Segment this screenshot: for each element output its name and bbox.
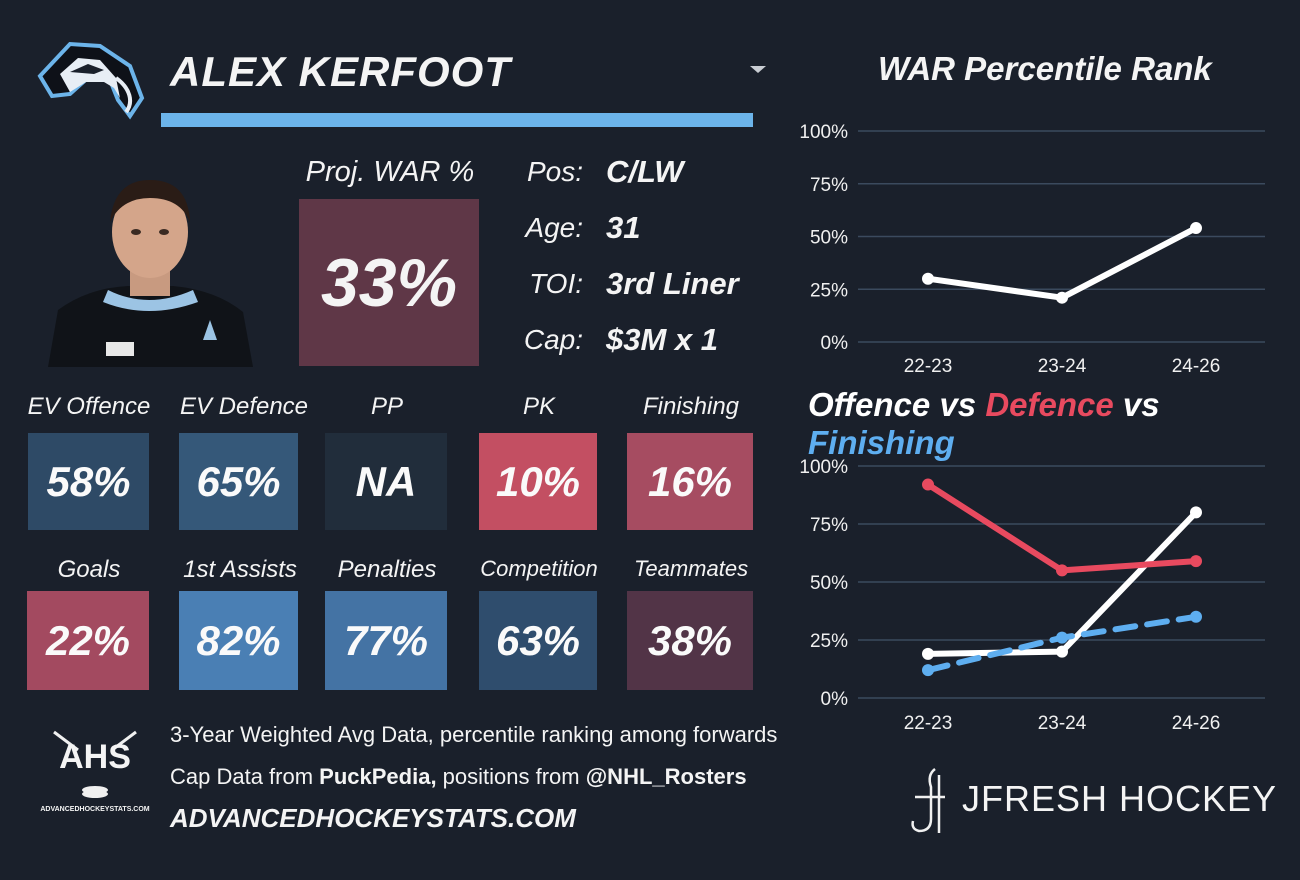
stat-label-goals: Goals (57, 556, 121, 583)
footer-line2-mid: positions from (436, 764, 586, 789)
jfresh-hockey-brand: JFRESH HOCKEY (962, 778, 1278, 819)
data-point-offence (922, 647, 934, 660)
data-point-defence (922, 478, 934, 491)
y-tick-label: 25% (810, 631, 848, 652)
age-label: Age: (525, 212, 583, 243)
y-tick-label: 100% (799, 457, 848, 478)
stat-box-competition: 63% (479, 591, 597, 690)
data-point-finishing (922, 664, 934, 677)
footer-line1: 3-Year Weighted Avg Data, percentile ran… (170, 722, 778, 747)
stat-box-pk: 10% (479, 433, 597, 530)
footer-line2-prefix: Cap Data from (170, 764, 320, 789)
team-logo-icon (37, 41, 145, 120)
y-tick-label: 0% (821, 689, 849, 710)
ahs-logo-text: AHS (59, 738, 131, 776)
war-chart-title: WAR Percentile Rank (878, 50, 1212, 87)
nhl-rosters-link[interactable]: @NHL_Rosters (585, 764, 747, 789)
jfresh-logo-icon (911, 768, 945, 833)
player-photo (48, 180, 253, 367)
x-tick-label: 23-24 (1038, 713, 1087, 734)
stat-label-ev-defence: EV Defence (179, 393, 309, 420)
stat-box-finishing: 16% (627, 433, 753, 530)
proj-war-value: 33% (299, 199, 479, 366)
stat-box-goals: 22% (27, 591, 149, 690)
data-point-war (922, 272, 934, 285)
data-point-offence (1056, 645, 1068, 658)
x-tick-label: 22-23 (904, 713, 953, 734)
stat-box-pp: NA (325, 433, 447, 530)
data-point-war (1190, 222, 1202, 235)
title-part-defence: Defence (985, 386, 1114, 423)
stat-label-1st-assists: 1st Assists (183, 556, 297, 583)
age-value: 31 (606, 210, 641, 245)
name-underline (161, 113, 753, 127)
ovd-chart: 0% 25% 50% 75% 100% 22-23 23-24 24-26 (799, 457, 1265, 734)
pos-label: Pos: (526, 156, 583, 187)
x-tick-label: 23-24 (1038, 356, 1087, 377)
y-tick-label: 75% (810, 515, 848, 536)
title-part-vs1: vs (930, 386, 986, 423)
y-tick-label: 0% (821, 333, 849, 354)
data-point-war (1056, 291, 1068, 304)
y-tick-label: 50% (810, 573, 848, 594)
hockey-sticks-icon (53, 730, 137, 798)
x-tick-label: 24-26 (1172, 713, 1221, 734)
stat-label-competition: Competition (480, 556, 598, 581)
war-percentile-chart: 0% 25% 50% 75% 100% 22-23 23-24 24-26 (799, 122, 1265, 377)
stat-box-penalties: 77% (325, 591, 447, 690)
x-tick-label: 24-26 (1172, 356, 1221, 377)
stat-label-ev-offence: EV Offence (27, 393, 151, 420)
stat-label-penalties: Penalties (337, 556, 437, 583)
cap-label: Cap: (523, 324, 583, 355)
y-tick-label: 75% (810, 175, 848, 196)
toi-value: 3rd Liner (606, 266, 739, 301)
ahs-logo-subtext: ADVANCEDHOCKEYSTATS.COM (40, 806, 150, 813)
stat-label-pk: PK (522, 393, 555, 420)
toi-label: TOI: (529, 268, 583, 299)
stat-box-1st-assists: 82% (179, 591, 298, 690)
stat-label-teammates: Teammates (633, 556, 749, 581)
title-part-vs2: vs (1113, 386, 1160, 423)
y-tick-label: 25% (810, 280, 848, 301)
data-point-defence (1190, 555, 1202, 568)
y-tick-label: 100% (799, 122, 848, 143)
stat-box-ev-defence: 65% (179, 433, 298, 530)
data-point-finishing (1190, 610, 1202, 623)
site-url-link[interactable]: ADVANCEDHOCKEYSTATS.COM (170, 803, 576, 833)
cap-value: $3M x 1 (606, 322, 719, 357)
title-part-finishing: Finishing (808, 424, 955, 461)
data-point-defence (1056, 564, 1068, 577)
series-line-war (925, 225, 1199, 301)
player-name: ALEX KERFOOT (170, 48, 512, 95)
data-point-offence (1190, 506, 1202, 519)
stat-label-finishing: Finishing (642, 393, 740, 420)
data-point-finishing (1056, 631, 1068, 644)
footer-line2: Cap Data from PuckPedia, positions from … (170, 764, 747, 790)
puckpedia-link[interactable]: PuckPedia, (319, 764, 437, 789)
title-part-offence: Offence (808, 386, 931, 423)
proj-war-label: Proj. WAR % (305, 156, 475, 188)
pos-value: C/LW (606, 154, 684, 189)
ahs-logo: AHS ADVANCEDHOCKEYSTATS.COM (40, 728, 150, 820)
stat-box-ev-offence: 58% (28, 433, 149, 530)
stat-box-teammates: 38% (627, 591, 753, 690)
player-dropdown-caret-icon[interactable] (750, 66, 766, 73)
x-tick-label: 22-23 (904, 356, 953, 377)
ovd-chart-title: Offence vs Defence vs Finishing (808, 386, 1300, 462)
stat-label-pp: PP (370, 393, 403, 420)
y-tick-label: 50% (810, 228, 848, 249)
